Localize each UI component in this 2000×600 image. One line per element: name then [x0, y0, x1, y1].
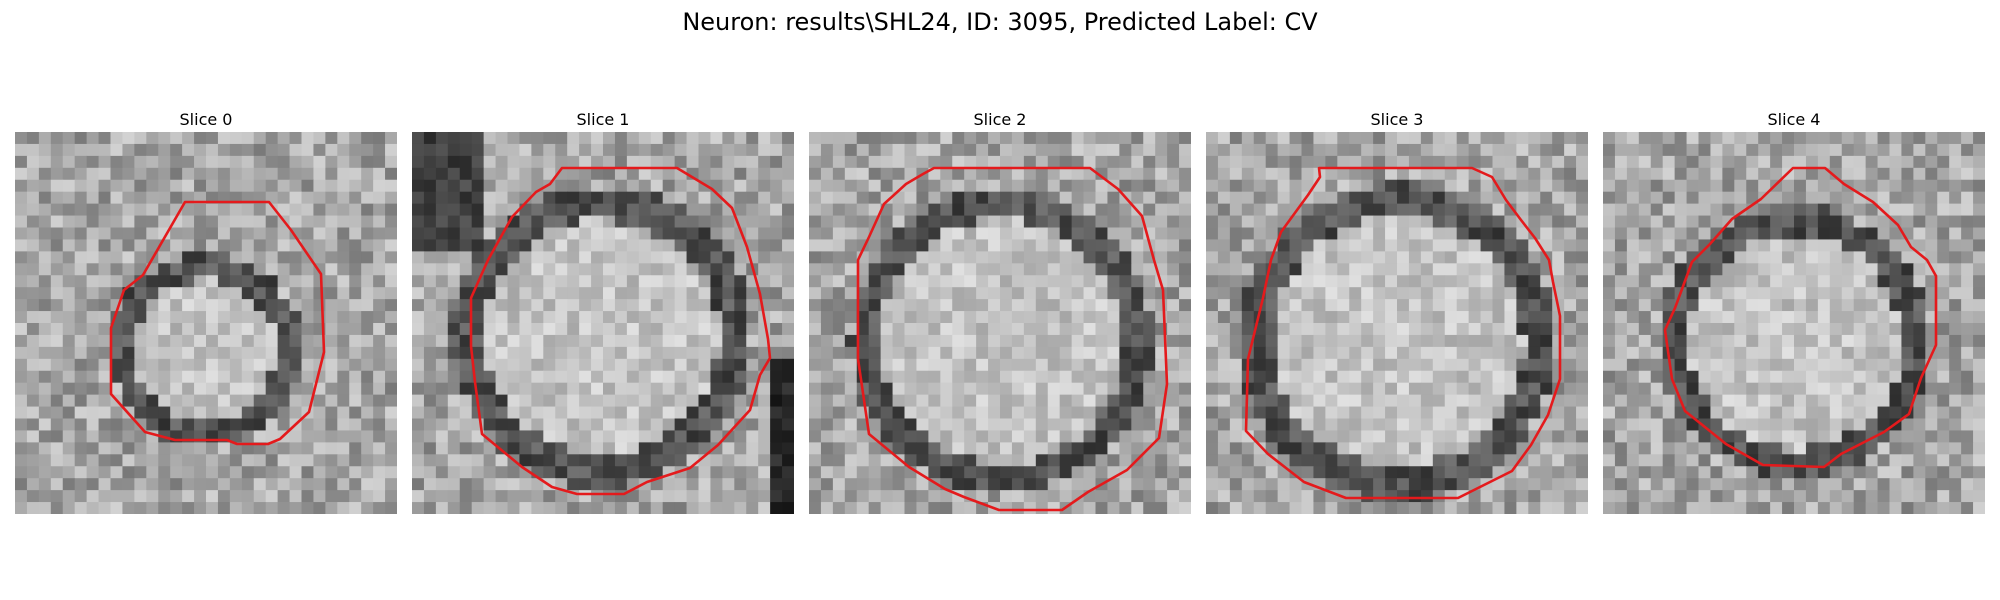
slice-image [1603, 132, 1985, 514]
slice-title: Slice 2 [973, 110, 1027, 129]
slice-image [809, 132, 1191, 514]
segmentation-contour [1663, 166, 1938, 469]
slice-panel-4: Slice 4 [1603, 108, 1985, 514]
segmentation-contour [856, 166, 1169, 512]
pixel-grid [15, 132, 397, 514]
segmentation-contour [469, 166, 772, 496]
slice-panel-2: Slice 2 [809, 108, 1191, 514]
figure-title: Neuron: results\SHL24, ID: 3095, Predict… [682, 8, 1318, 36]
pixel-grid [412, 132, 794, 514]
slice-title: Slice 3 [1370, 110, 1424, 129]
pixel-grid [1603, 132, 1985, 514]
segmentation-contour [1244, 166, 1562, 500]
slice-image [412, 132, 794, 514]
slice-image [15, 132, 397, 514]
segmentation-contour [109, 200, 326, 446]
slice-panel-1: Slice 1 [412, 108, 794, 514]
slice-title: Slice 4 [1767, 110, 1821, 129]
pixel-grid [1206, 132, 1588, 514]
slice-title: Slice 1 [576, 110, 630, 129]
slice-panel-0: Slice 0 [15, 108, 397, 514]
pixel-grid [809, 132, 1191, 514]
slice-title: Slice 0 [179, 110, 233, 129]
slice-panel-3: Slice 3 [1206, 108, 1588, 514]
slice-image [1206, 132, 1588, 514]
